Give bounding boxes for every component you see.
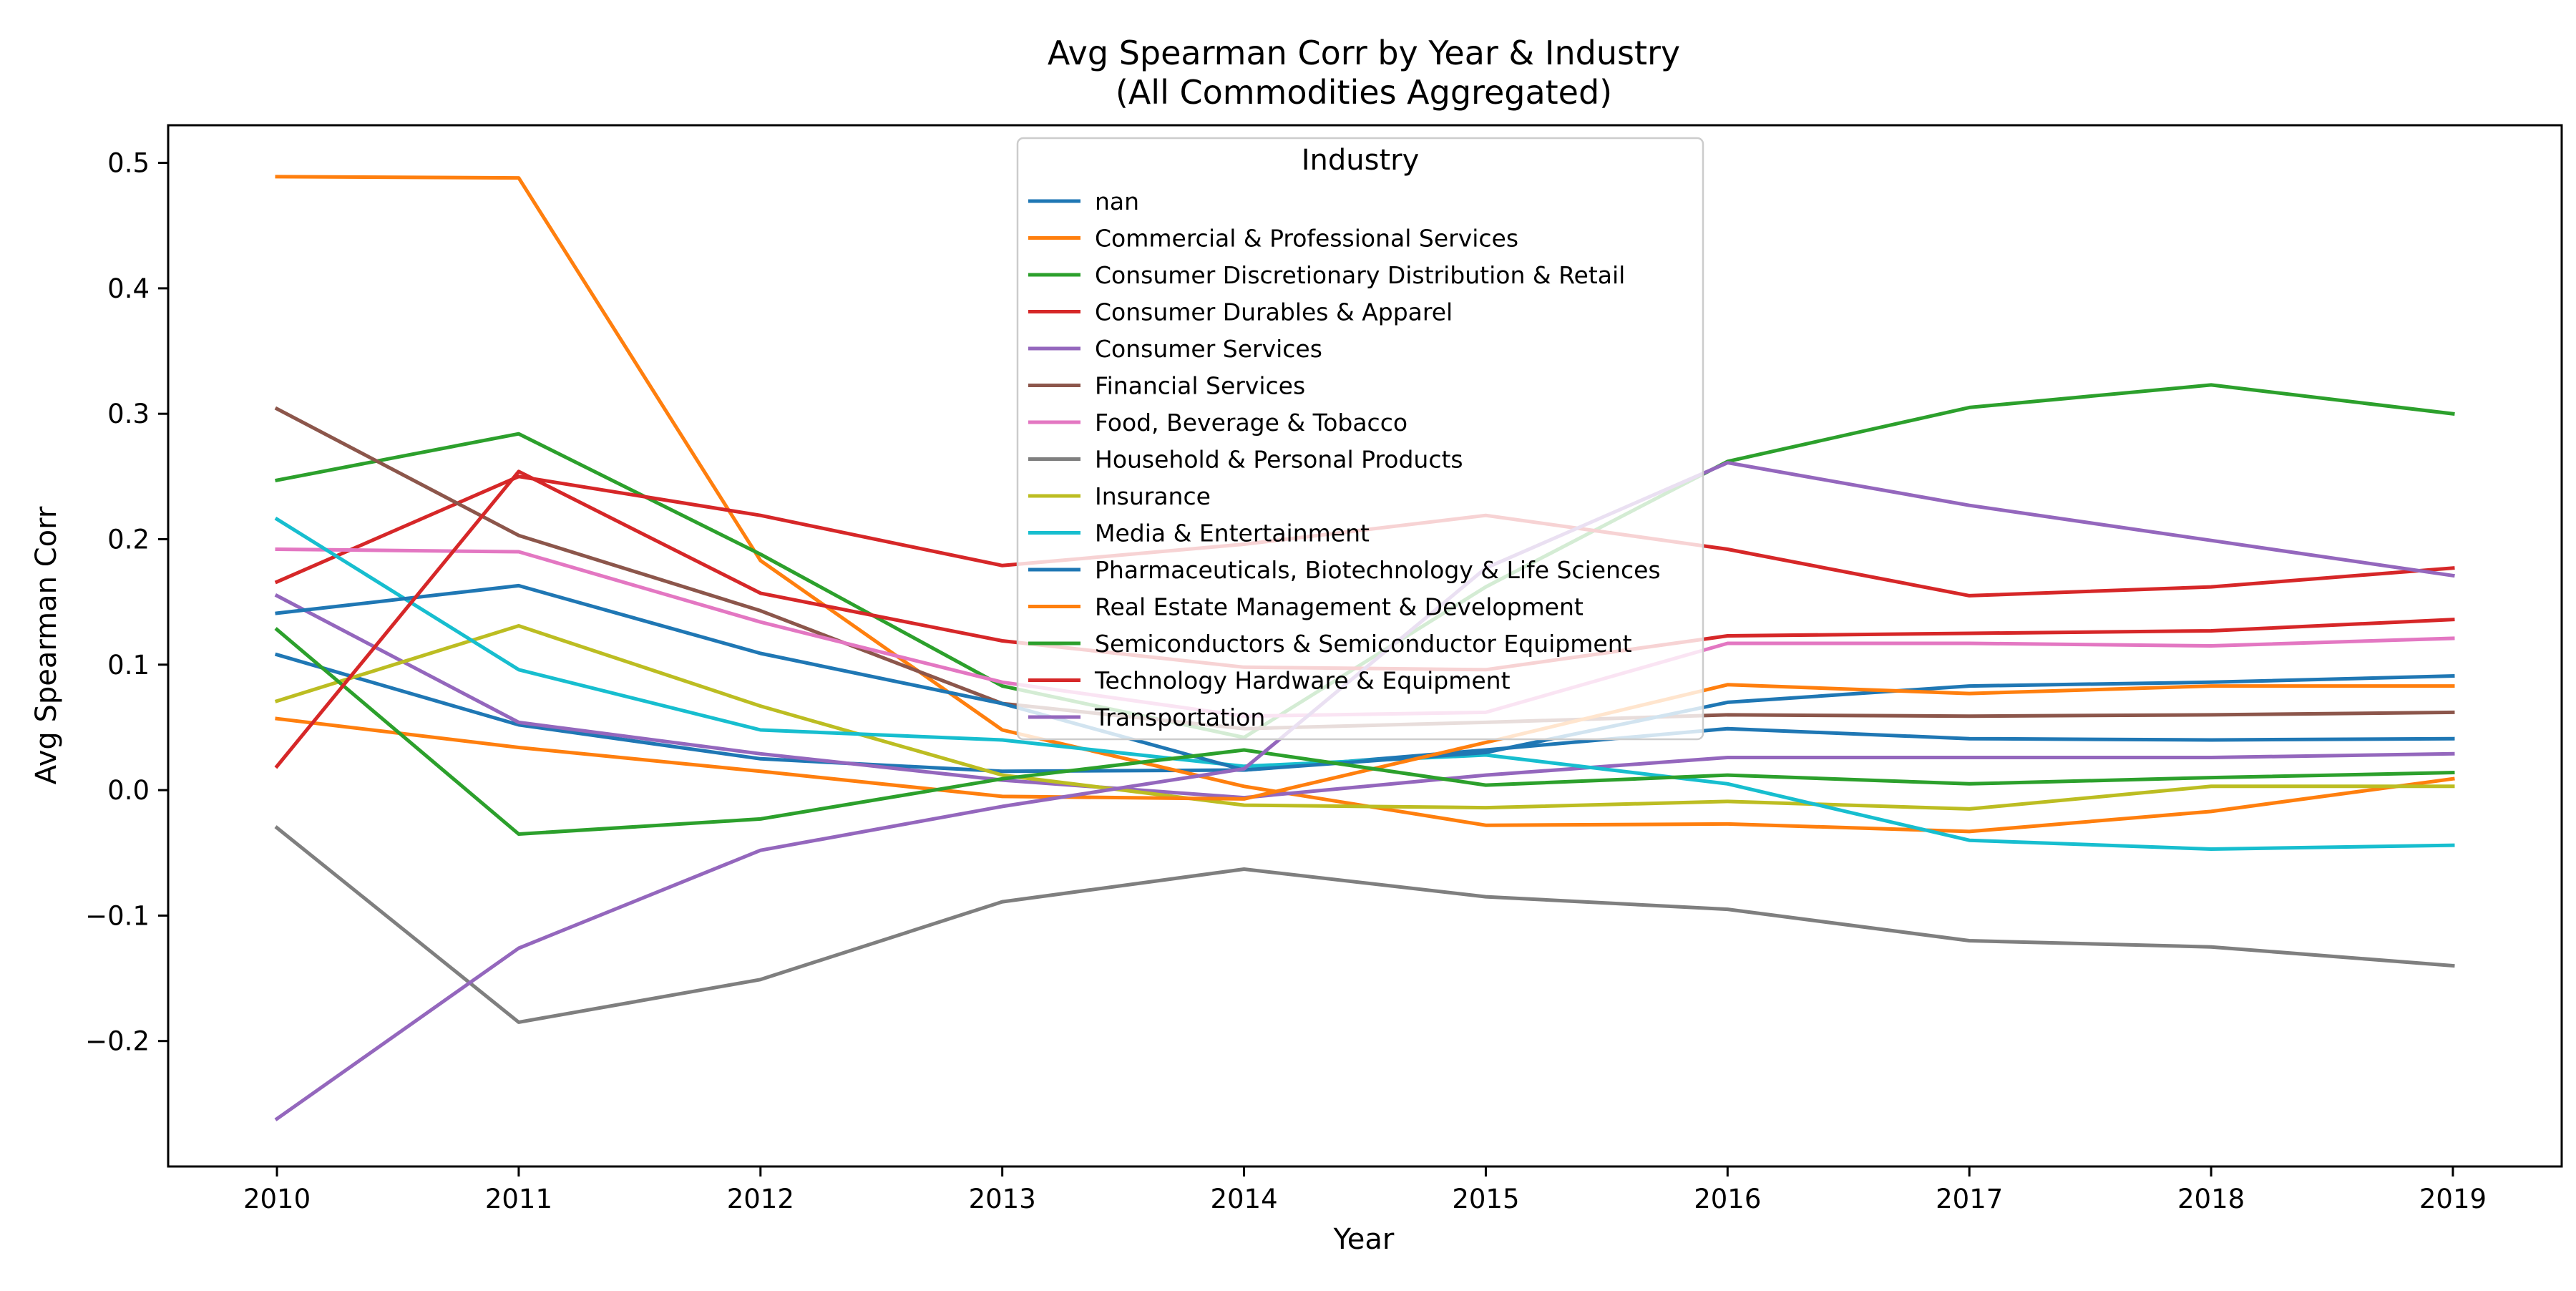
series-line-8	[274, 624, 2455, 811]
legend-label: Consumer Discretionary Distribution & Re…	[1095, 261, 1625, 289]
legend-box	[1016, 137, 1704, 741]
x-axis: 2010 2011 2012 2013 2014 2015 2016 2017 2018 2019	[243, 1166, 2487, 1214]
legend-label: Media & Entertainment	[1095, 520, 1370, 547]
series-line-12	[274, 627, 2455, 836]
legend-label: Real Estate Management & Development	[1095, 593, 1584, 621]
x-tick-label: 2016	[1694, 1184, 1761, 1214]
legend-label: Financial Services	[1095, 372, 1305, 400]
legend-label: Food, Beverage & Tobacco	[1095, 409, 1407, 437]
legend-label: Consumer Services	[1095, 335, 1322, 363]
plot-frame	[167, 124, 2563, 1168]
legend-title: Industry	[1302, 144, 1420, 177]
legend-label: Commercial & Professional Services	[1095, 225, 1518, 253]
legend-label: nan	[1095, 187, 1139, 215]
legend-label: Semiconductors & Semiconductor Equipment	[1095, 630, 1632, 658]
y-tick-label: −0.1	[85, 900, 150, 931]
x-tick-label: 2018	[2177, 1184, 2245, 1214]
y-tick-label: 0.2	[107, 524, 150, 555]
series-line-4	[274, 593, 2455, 800]
legend-label: Household & Personal Products	[1095, 446, 1463, 474]
legend: Industry nan Commercial & Professional Se…	[1016, 137, 1704, 741]
x-tick-label: 2019	[2419, 1184, 2487, 1214]
x-tick-label: 2010	[243, 1184, 311, 1214]
x-tick-label: 2011	[485, 1184, 552, 1214]
x-tick-label: 2013	[969, 1184, 1036, 1214]
y-tick-label: −0.2	[85, 1026, 150, 1057]
chart-subtitle: (All Commodities Aggregated)	[1116, 73, 1612, 112]
legend-label: Consumer Durables & Apparel	[1095, 298, 1453, 326]
y-tick-label: 0.4	[107, 273, 150, 304]
x-tick-label: 2014	[1210, 1184, 1277, 1214]
y-tick-label: 0.1	[107, 650, 150, 681]
series-line-11	[275, 683, 2455, 801]
legend-label: Technology Hardware & Equipment	[1094, 667, 1511, 695]
x-axis-label: Year	[1333, 1223, 1395, 1256]
y-axis: −0.2 −0.1 0.0 0.1 0.2 0.3 0.4 0.5	[85, 148, 168, 1057]
x-tick-label: 2012	[727, 1184, 794, 1214]
series-line-10	[275, 583, 2455, 772]
legend-items: nan Commercial & Professional Services Con…	[1028, 187, 1661, 731]
y-axis-label: Avg Spearman Corr	[30, 506, 63, 784]
legend-label: Pharmaceuticals, Biotechnology & Life Sc…	[1095, 556, 1661, 584]
legend-label: Insurance	[1095, 482, 1211, 510]
series-line-7	[274, 825, 2455, 1024]
y-tick-label: 0.0	[107, 775, 150, 806]
y-tick-label: 0.3	[107, 399, 150, 429]
x-tick-label: 2015	[1452, 1184, 1519, 1214]
x-tick-label: 2017	[1936, 1184, 2003, 1214]
chart-title: Avg Spearman Corr by Year & Industry	[1048, 34, 1680, 72]
y-tick-label: 0.5	[107, 148, 150, 179]
legend-label: Transportation	[1094, 703, 1265, 731]
